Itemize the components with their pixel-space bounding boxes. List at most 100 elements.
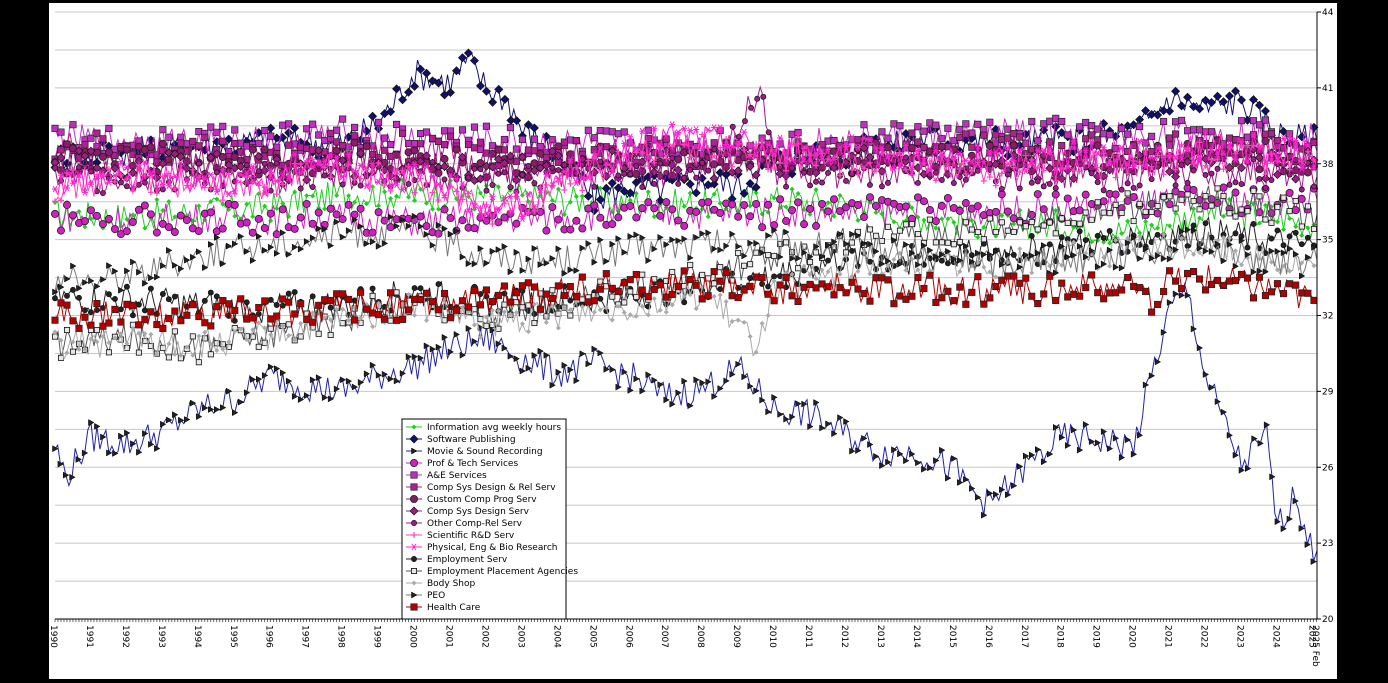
- data-point: [370, 324, 376, 330]
- data-point: [280, 201, 286, 207]
- data-point: [945, 247, 952, 255]
- data-point: [230, 153, 239, 162]
- data-point: [111, 295, 118, 302]
- data-point: [1172, 246, 1180, 254]
- data-point: [243, 299, 250, 306]
- data-point: [1118, 454, 1126, 461]
- data-point: [771, 226, 778, 234]
- data-point: [1226, 431, 1234, 439]
- data-point: [1094, 289, 1102, 297]
- data-point: [310, 193, 316, 199]
- data-point: [525, 329, 531, 335]
- data-point: [213, 303, 221, 311]
- data-point: [555, 325, 561, 331]
- data-point: [765, 408, 772, 416]
- data-point: [686, 276, 694, 284]
- data-point: [176, 211, 185, 220]
- data-point: [1052, 185, 1059, 192]
- data-point: [51, 124, 59, 132]
- data-point: [625, 188, 635, 198]
- data-point: [1173, 210, 1179, 216]
- data-point: [746, 212, 755, 221]
- data-point: [871, 138, 880, 147]
- data-point: [1070, 220, 1077, 227]
- data-point: [813, 276, 819, 282]
- data-point: [813, 399, 820, 406]
- data-point: [627, 171, 634, 178]
- data-point: [855, 144, 861, 151]
- data-point: [201, 133, 209, 142]
- data-point: [404, 87, 414, 97]
- data-point: [1166, 141, 1174, 149]
- data-point: [351, 132, 359, 140]
- data-point: [262, 325, 268, 331]
- data-point: [783, 228, 790, 236]
- legend-item: Information avg weekly hours: [406, 423, 561, 433]
- data-point: [154, 197, 160, 203]
- data-point: [675, 389, 682, 397]
- x-tick-label: 1995: [228, 625, 238, 648]
- data-point: [1184, 291, 1192, 299]
- data-point: [883, 143, 892, 152]
- data-point: [795, 400, 802, 408]
- data-point: [819, 156, 825, 163]
- data-point: [267, 243, 275, 251]
- data-point: [1269, 157, 1274, 165]
- data-point: [585, 174, 591, 181]
- data-point: [735, 317, 741, 323]
- data-point: [777, 411, 784, 418]
- data-point: [733, 166, 743, 176]
- data-point: [777, 253, 784, 261]
- data-point: [951, 455, 958, 462]
- data-point: [1243, 133, 1252, 141]
- data-point: [681, 293, 687, 299]
- data-point: [290, 224, 299, 233]
- data-point: [1154, 300, 1162, 309]
- data-point: [890, 120, 898, 128]
- data-point: [1207, 280, 1216, 288]
- data-point: [1094, 232, 1101, 239]
- data-point: [148, 171, 154, 178]
- data-point: [416, 129, 425, 138]
- data-point: [243, 315, 251, 323]
- data-point: [382, 177, 387, 185]
- data-point: [57, 354, 64, 361]
- data-point: [561, 269, 568, 277]
- data-point: [94, 339, 100, 345]
- data-point: [1076, 123, 1084, 131]
- data-point: [1088, 271, 1096, 279]
- data-point: [566, 225, 575, 234]
- data-point: [381, 134, 389, 142]
- data-point: [1189, 185, 1198, 194]
- data-point: [806, 280, 814, 288]
- data-point: [751, 170, 761, 180]
- data-point: [909, 450, 916, 458]
- data-point: [866, 226, 873, 233]
- data-point: [267, 315, 275, 323]
- data-point: [118, 286, 125, 294]
- data-point: [1219, 97, 1229, 107]
- data-point: [710, 139, 718, 147]
- data-point: [1286, 233, 1293, 240]
- data-point: [614, 130, 622, 138]
- data-point: [231, 306, 239, 315]
- y-tick-label: 26: [1322, 463, 1334, 473]
- data-point: [1005, 251, 1012, 259]
- data-point: [1262, 268, 1269, 276]
- data-point: [555, 368, 562, 376]
- data-point: [358, 162, 364, 169]
- data-point: [1178, 227, 1186, 235]
- data-point: [836, 284, 844, 292]
- data-point: [555, 245, 562, 253]
- data-point: [364, 182, 370, 190]
- data-point: [255, 139, 263, 147]
- data-point: [381, 315, 389, 323]
- data-point: [627, 133, 633, 141]
- data-point: [741, 252, 748, 260]
- data-point: [771, 252, 778, 259]
- legend-label: Software Publishing: [427, 435, 516, 445]
- data-point: [387, 375, 395, 383]
- data-point: [1136, 284, 1144, 292]
- data-point: [1304, 541, 1311, 549]
- data-point: [375, 371, 383, 379]
